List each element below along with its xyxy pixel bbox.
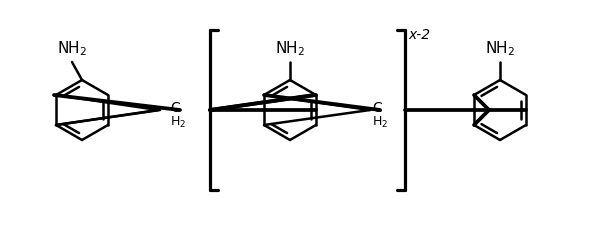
Text: C: C [372,101,382,115]
Text: H$_2$: H$_2$ [372,114,388,129]
Text: H$_2$: H$_2$ [170,114,186,129]
Text: NH$_2$: NH$_2$ [485,39,515,58]
Text: NH$_2$: NH$_2$ [275,39,305,58]
Text: NH$_2$: NH$_2$ [57,39,87,58]
Text: C: C [170,101,180,115]
Text: x-2: x-2 [408,28,430,42]
